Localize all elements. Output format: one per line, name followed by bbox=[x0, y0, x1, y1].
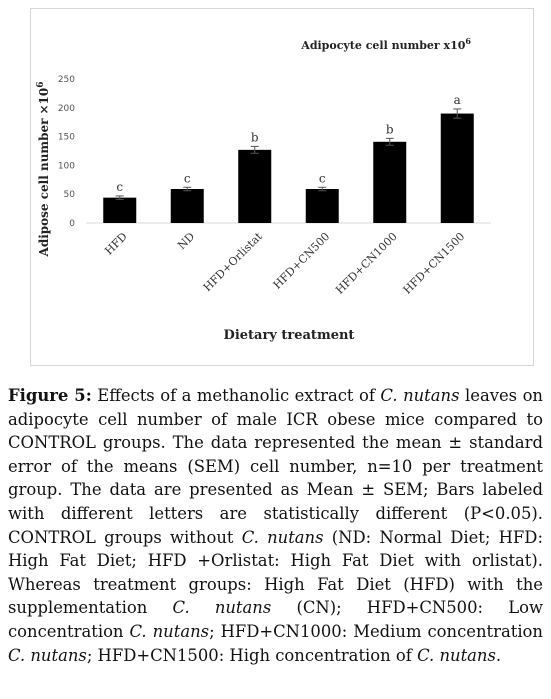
bar bbox=[238, 149, 272, 223]
caption-text: (ND: Normal Diet; HFD: High Fat Diet; HF… bbox=[8, 527, 543, 618]
significance-letter: b bbox=[251, 130, 259, 144]
y-tick-labels: 0 50 100 150 200 250 bbox=[58, 75, 75, 229]
species-name: C. nutans bbox=[417, 645, 496, 665]
x-tick-label: HFD+CN1500 bbox=[401, 230, 468, 297]
significance-letter: b bbox=[386, 122, 394, 136]
x-tick-label: ND bbox=[175, 230, 197, 252]
species-name: C. nutans bbox=[129, 621, 210, 641]
caption-text: ; HFD+CN1500: High concentration of bbox=[86, 645, 418, 665]
y-axis-label-text: Adipose cell number bbox=[37, 118, 51, 258]
bar-chart: Adipocyte cell number x106 Adipose cell … bbox=[36, 36, 491, 343]
bar bbox=[440, 113, 474, 223]
bar bbox=[103, 197, 137, 223]
y-axis-label-sup: 6 bbox=[36, 82, 46, 88]
caption-text: (CN); HFD+CN500: Low concentration bbox=[8, 598, 543, 641]
significance-letter: c bbox=[184, 171, 191, 185]
x-tick-label: HFD+CN1000 bbox=[333, 230, 400, 297]
x-tick-label: HFD+CN500 bbox=[271, 230, 333, 292]
species-name: C. nutans bbox=[241, 527, 324, 547]
figure-label: Figure 5: bbox=[8, 386, 92, 405]
x-tick-labels: HFD ND HFD+Orlistat HFD+CN500 HFD+CN1000 HFD+… bbox=[102, 230, 467, 297]
x-tick-label: HFD+Orlistat bbox=[201, 230, 265, 294]
caption-text: . bbox=[495, 645, 502, 665]
bar bbox=[170, 189, 204, 223]
caption-body: Effects of a methanolic extract of C. nu… bbox=[8, 386, 543, 665]
species-name: C. nutans bbox=[380, 386, 460, 405]
y-tick-label: 50 bbox=[64, 190, 76, 200]
significance-letter: c bbox=[116, 180, 123, 194]
chart-title-text: Adipocyte cell number x10 bbox=[300, 39, 465, 52]
bars: c c b c b a bbox=[103, 93, 474, 223]
figure-caption: Figure 5: Effects of a methanolic extrac… bbox=[8, 384, 543, 667]
caption-text: ; HFD+CN1000: Medium concentration bbox=[209, 621, 543, 641]
chart-panel: Adipocyte cell number x106 Adipose cell … bbox=[30, 8, 534, 366]
y-tick-label: 100 bbox=[58, 161, 75, 171]
y-tick-label: 250 bbox=[58, 75, 75, 85]
caption-text: leaves on adipocyte cell number of male … bbox=[8, 386, 543, 547]
y-tick-label: 0 bbox=[69, 219, 75, 229]
species-name: C. nutans bbox=[8, 645, 87, 665]
caption-text: Effects of a methanolic extract of bbox=[91, 386, 381, 405]
significance-letter: c bbox=[319, 171, 326, 185]
x-axis-label: Dietary treatment bbox=[224, 328, 355, 343]
chart-title: Adipocyte cell number x106 bbox=[300, 36, 471, 52]
y-tick-label: 150 bbox=[58, 133, 75, 143]
y-axis-label-suffix: ×10 bbox=[37, 88, 51, 115]
y-tick-label: 200 bbox=[58, 104, 75, 114]
x-tick-label: HFD bbox=[102, 230, 130, 258]
chart-title-sup: 6 bbox=[465, 36, 471, 46]
y-axis-label: Adipose cell number ×106 bbox=[36, 82, 51, 258]
species-name: C. nutans bbox=[172, 598, 272, 618]
bar bbox=[373, 141, 407, 223]
bar bbox=[305, 189, 339, 223]
significance-letter: a bbox=[454, 93, 461, 107]
